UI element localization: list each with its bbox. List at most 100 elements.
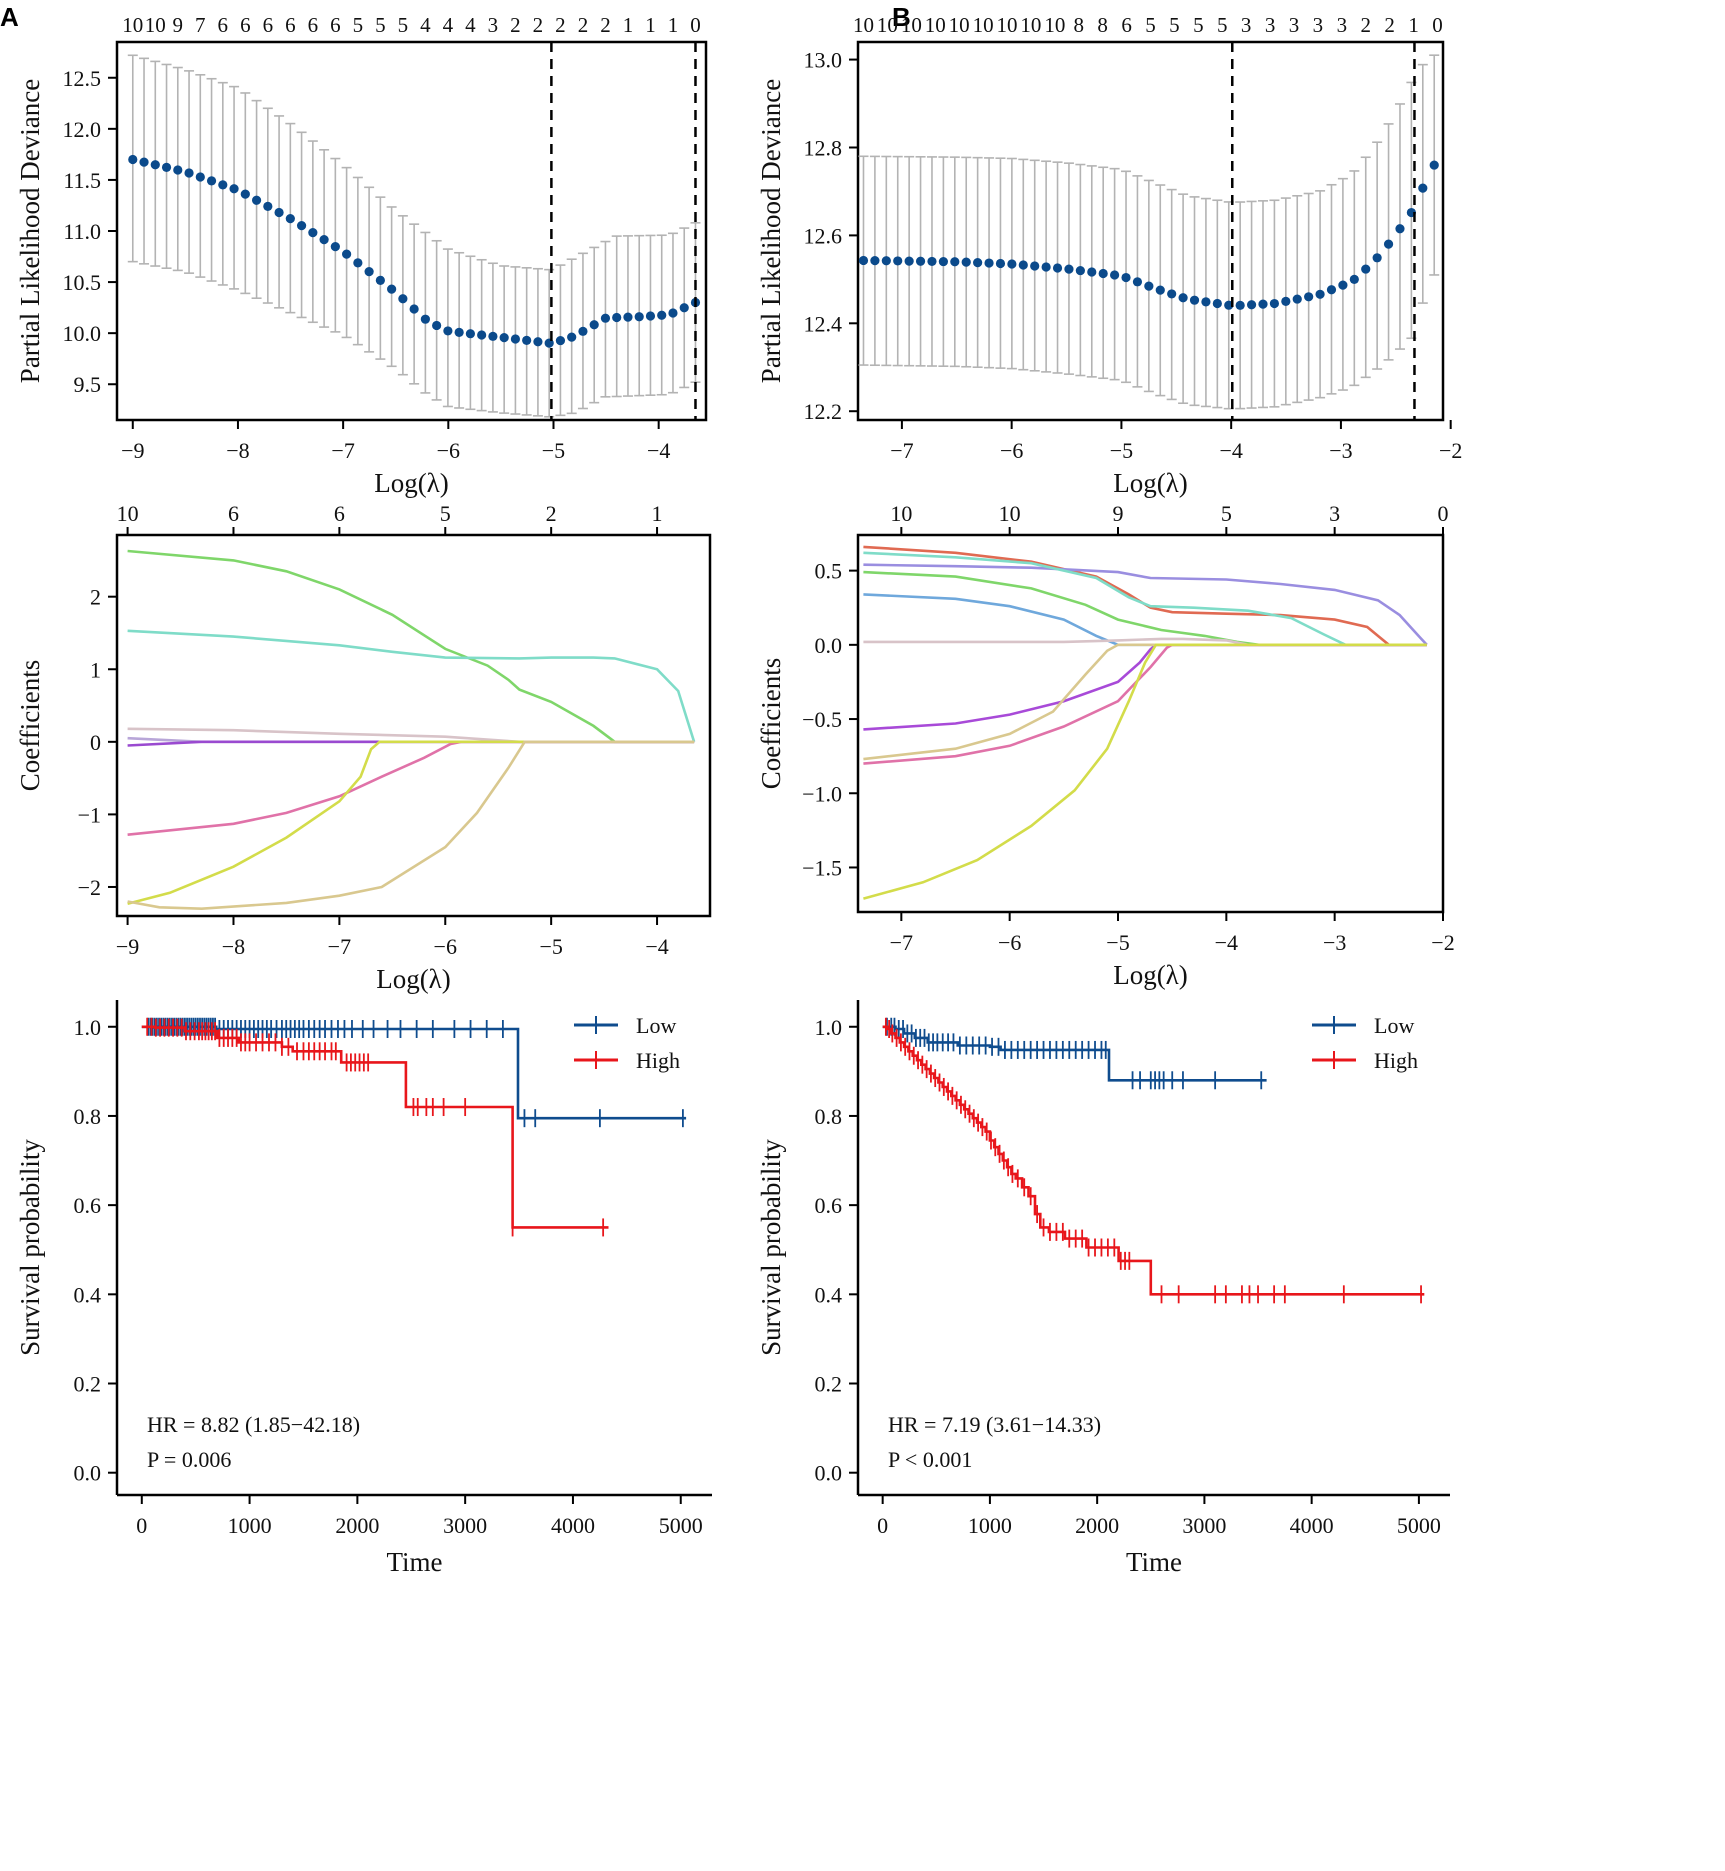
survival-plot-a: 0 1000 2000 3000 4000 5000 0.0 0.2 0.4 0.6 0.8 1.0 T… — [15, 1000, 712, 1577]
cv-point — [251, 195, 262, 205]
cv-point — [319, 234, 329, 245]
cv-point — [1383, 239, 1394, 249]
y-tick-label: 11.0 — [63, 219, 101, 244]
x-tick-label: −6 — [998, 930, 1021, 955]
x-tick-label: −4 — [647, 438, 670, 463]
y-tick-label: 12.2 — [804, 399, 843, 424]
hazard-ratio-text: HR = 8.82 (1.85−42.18) — [147, 1412, 360, 1437]
cv-point — [1144, 281, 1154, 291]
cv-point — [510, 334, 521, 344]
cv-point — [679, 303, 689, 313]
plot-frame — [115, 40, 708, 422]
cv-point — [1132, 277, 1143, 287]
top-count-label: 5 — [398, 13, 409, 37]
top-count-label: 6 — [308, 13, 319, 37]
top-count-label: 10 — [925, 13, 946, 37]
top-count-label: 5 — [440, 501, 451, 526]
y-tick-label: −1 — [78, 802, 101, 827]
y-tick-label: 0.0 — [815, 1461, 843, 1486]
cv-point — [589, 320, 599, 330]
plot-frame — [856, 533, 1445, 914]
cv-point — [995, 258, 1006, 269]
cv-point — [1167, 289, 1177, 299]
y-tick-label: 0.6 — [815, 1193, 843, 1218]
cv-point — [432, 320, 442, 331]
cv-point — [206, 176, 217, 186]
top-count-label: 3 — [1265, 13, 1276, 37]
top-count-label: 1 — [1408, 13, 1419, 37]
x-tick-label: 4000 — [1290, 1513, 1334, 1538]
top-count-label: 2 — [1384, 13, 1395, 37]
x-tick-label: 5000 — [1397, 1513, 1441, 1538]
cv-point — [1258, 299, 1268, 309]
x-tick-label: −9 — [116, 934, 139, 959]
cv-point — [1349, 274, 1359, 284]
x-tick-label: −4 — [1215, 930, 1238, 955]
top-count-label: 8 — [1073, 13, 1084, 37]
top-count-label: 3 — [1313, 13, 1324, 37]
top-count-label: 5 — [1217, 13, 1228, 37]
x-tick-label: −5 — [1106, 930, 1129, 955]
top-count-label: 10 — [1044, 13, 1065, 37]
coefficient-path-plot-a: −9 −8 −7 −6 −5 −4 −2 −1 0 1 2 Log(λ) Coefficients 10 6… — [15, 501, 712, 994]
y-tick-label: 2 — [90, 585, 101, 610]
cv-point — [1372, 253, 1382, 263]
top-count-label: 9 — [1113, 501, 1124, 526]
y-tick-label: 12.5 — [63, 66, 102, 91]
cv-point — [915, 256, 926, 266]
top-count-label: 10 — [949, 13, 970, 37]
legend-label-low: Low — [1374, 1013, 1414, 1038]
top-count-label: 2 — [600, 13, 611, 37]
x-tick-label: −5 — [1110, 438, 1133, 463]
x-tick-label: −4 — [645, 934, 668, 959]
top-count-label: 4 — [443, 13, 454, 37]
cv-point — [420, 314, 430, 324]
top-count-label: 1 — [668, 13, 679, 37]
cv-point — [1018, 260, 1028, 270]
top-count-label: 10 — [890, 501, 912, 526]
y-tick-label: 10.0 — [63, 321, 102, 346]
x-tick-label: −4 — [1219, 438, 1242, 463]
top-count-label: 10 — [877, 13, 898, 37]
top-count-label: 2 — [578, 13, 589, 37]
y-tick-label: 10.5 — [63, 270, 102, 295]
cv-point — [150, 160, 160, 170]
top-count-label: 0 — [1432, 13, 1443, 37]
x-axis-title: Log(λ) — [376, 964, 451, 994]
cv-point — [881, 256, 891, 266]
y-tick-label: −2 — [78, 875, 101, 900]
y-axis-title: Coefficients — [15, 660, 45, 791]
x-tick-label: −6 — [434, 934, 457, 959]
cv-point — [578, 326, 588, 336]
y-axis-title: Survival probability — [756, 1139, 786, 1356]
cv-point — [161, 162, 172, 172]
cv-point — [1110, 270, 1120, 280]
coefficient-path-g8 — [127, 740, 695, 911]
y-tick-label: 1.0 — [815, 1015, 843, 1040]
cv-point — [195, 172, 205, 182]
cv-point — [645, 311, 656, 321]
top-count-label: 4 — [420, 13, 431, 37]
cv-point — [173, 165, 183, 175]
y-axis-title: Coefficients — [756, 658, 786, 789]
top-count-label: 6 — [285, 13, 296, 37]
cv-point — [1075, 265, 1085, 276]
cv-point — [364, 267, 374, 277]
legend-label-low: Low — [636, 1013, 676, 1038]
cv-point — [274, 207, 284, 218]
x-tick-label: −7 — [328, 934, 351, 959]
x-tick-label: −7 — [890, 438, 913, 463]
top-count-label: 10 — [999, 501, 1021, 526]
legend-label-high: High — [1374, 1048, 1418, 1073]
cv-point — [1281, 296, 1291, 306]
top-count-label: 2 — [533, 13, 544, 37]
top-count-label: 0 — [1438, 501, 1449, 526]
coefficient-path-g10 — [863, 643, 1427, 900]
cv-point — [927, 256, 937, 267]
top-count-label: 6 — [263, 13, 274, 37]
cv-point — [139, 157, 149, 167]
top-count-label: 5 — [1145, 13, 1156, 37]
cv-point — [398, 294, 408, 304]
cv-point — [1178, 293, 1188, 303]
coefficient-path-g3 — [863, 551, 1427, 647]
